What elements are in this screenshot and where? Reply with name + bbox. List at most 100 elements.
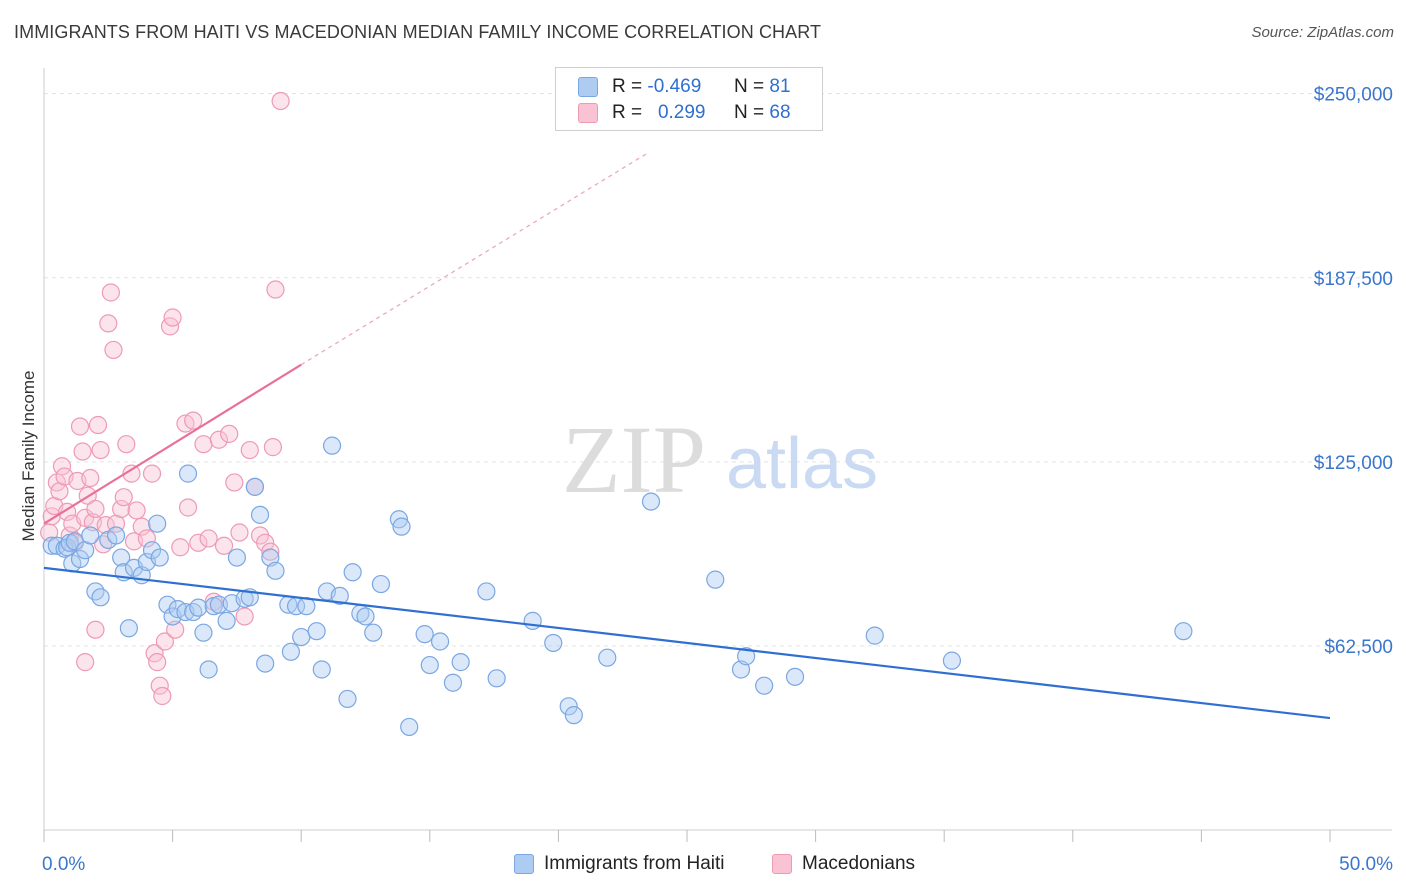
macedonians-point	[171, 538, 190, 557]
haiti-point	[189, 598, 208, 617]
haiti-point	[338, 689, 357, 709]
macedonians-points	[40, 91, 290, 706]
macedonians-point	[86, 499, 105, 519]
macedonians-point	[153, 686, 172, 706]
haiti-point	[865, 626, 884, 645]
haiti-point	[356, 607, 375, 626]
bottom-legend-label-macedonians: Macedonians	[802, 853, 916, 874]
haiti-point	[81, 526, 100, 545]
macedonians-point	[132, 517, 151, 536]
legend-n-label: N =	[734, 102, 765, 123]
haiti-point	[150, 548, 169, 567]
legend-r-macedonians: 0.299	[657, 102, 706, 123]
macedonians-trend-extension	[300, 152, 649, 366]
y-tick-label: $62,500	[1324, 637, 1393, 658]
haiti-point	[106, 526, 126, 545]
macedonians-point	[235, 607, 254, 626]
legend-n-haiti: 81	[769, 76, 791, 97]
macedonians-point	[163, 308, 182, 327]
macedonians-point	[189, 533, 208, 552]
macedonians-point	[117, 435, 136, 454]
macedonians-point	[137, 529, 156, 548]
haiti-point	[292, 627, 311, 647]
haiti-point	[451, 653, 470, 672]
macedonians-point	[142, 464, 162, 483]
haiti-point	[477, 582, 496, 601]
x-tick-label-end: 50.0%	[1339, 854, 1393, 875]
legend-n-macedonians: 68	[769, 102, 791, 123]
haiti-point	[307, 622, 326, 641]
haiti-point	[250, 505, 270, 524]
macedonians-point	[263, 438, 283, 457]
haiti-point	[400, 717, 419, 737]
legend-r-label: R =	[612, 102, 643, 123]
legend-r-label: R =	[612, 76, 643, 97]
macedonians-point	[199, 529, 218, 548]
haiti-point	[371, 574, 391, 594]
haiti-point	[256, 654, 275, 673]
macedonians-point	[81, 468, 100, 488]
macedonians-point	[230, 523, 249, 542]
watermark: ZIP atlas	[562, 406, 878, 513]
bottom-legend-macedonians: Macedonians	[772, 852, 915, 876]
legend-swatch-macedonians	[578, 103, 598, 123]
haiti-point	[91, 588, 110, 607]
haiti-point	[564, 706, 583, 725]
macedonians-point	[178, 498, 198, 517]
macedonians-point	[184, 411, 203, 430]
macedonians-point	[166, 620, 185, 639]
source-label: Source: ZipAtlas.com	[1251, 24, 1394, 41]
haiti-point	[443, 673, 463, 692]
macedonians-point	[88, 415, 108, 435]
y-tick-label: $187,500	[1314, 269, 1393, 290]
haiti-point	[487, 669, 506, 688]
macedonians-point	[70, 417, 90, 436]
haiti-point	[158, 595, 177, 614]
watermark-atlas: atlas	[726, 424, 878, 504]
x-tick-label-start: 0.0%	[42, 854, 85, 875]
legend-box: R = -0.469 N = 81 R = 0.299 N = 68	[555, 67, 823, 131]
y-axis-label: Median Family Income	[19, 370, 38, 541]
haiti-point	[785, 667, 805, 686]
macedonians-point	[114, 488, 133, 507]
macedonians-point	[76, 653, 95, 672]
macedonians-point	[194, 435, 213, 454]
haiti-point	[389, 510, 409, 529]
haiti-point	[330, 586, 349, 605]
haiti-point	[392, 517, 411, 536]
bottom-legend-label-haiti: Immigrants from Haiti	[544, 853, 725, 874]
bottom-legend-haiti: Immigrants from Haiti	[514, 852, 725, 876]
macedonians-point	[261, 542, 280, 561]
watermark-zip: ZIP	[562, 406, 706, 513]
haiti-point	[1174, 622, 1193, 641]
haiti-point	[559, 697, 578, 716]
macedonians-point	[155, 632, 174, 651]
macedonians-point	[240, 440, 259, 460]
haiti-point	[322, 436, 342, 455]
haiti-point	[217, 611, 236, 630]
macedonians-trend-line	[43, 363, 302, 525]
legend-r-haiti: -0.469	[647, 76, 702, 97]
legend-swatch-haiti	[578, 77, 598, 97]
macedonians-point	[127, 501, 146, 520]
legend-n-label: N =	[734, 76, 765, 97]
haiti-point	[148, 514, 167, 533]
macedonians-point	[209, 430, 228, 449]
haiti-point	[430, 632, 450, 651]
haiti-point	[755, 676, 774, 695]
y-tick-label: $125,000	[1314, 453, 1393, 474]
macedonians-point	[73, 442, 92, 461]
haiti-point	[227, 548, 246, 567]
macedonians-point	[104, 340, 123, 360]
haiti-point	[544, 633, 563, 653]
haiti-trend-line	[43, 566, 1331, 720]
haiti-point	[142, 541, 162, 560]
haiti-point	[266, 561, 285, 580]
haiti-point	[178, 464, 198, 483]
y-tick-label: $250,000	[1314, 85, 1393, 106]
haiti-point	[281, 642, 301, 661]
haiti-point	[737, 647, 756, 666]
haiti-point	[312, 660, 331, 679]
haiti-point	[415, 625, 434, 644]
